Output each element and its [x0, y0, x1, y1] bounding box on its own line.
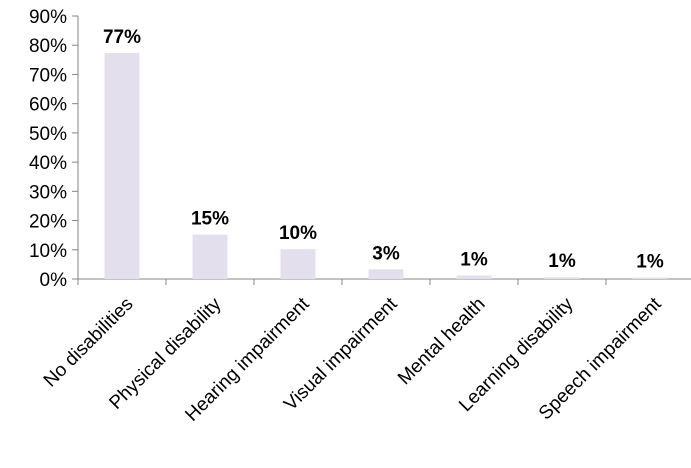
bar [369, 269, 404, 279]
bar [105, 53, 140, 279]
y-tick-label: 0% [40, 270, 68, 291]
bar [193, 235, 228, 279]
data-label: 77% [103, 27, 141, 48]
y-tick-label: 50% [29, 124, 67, 145]
data-labels: 77% 15% 10% 3% 1% 1% 1% [103, 27, 664, 272]
data-label: 1% [460, 249, 488, 270]
y-tick-label: 30% [29, 182, 67, 203]
data-label: 15% [191, 209, 229, 230]
y-tick-label: 40% [29, 153, 67, 174]
y-axis: 0% 10% 20% 30% 40% 50% 60% 70% 80% 90% [29, 7, 78, 291]
x-tick-label: Mental health [394, 294, 490, 390]
y-tick-label: 80% [29, 36, 67, 57]
y-tick-label: 90% [29, 7, 67, 28]
x-tick-label: No disabilities [40, 294, 138, 392]
data-label: 1% [548, 251, 576, 272]
data-label: 10% [279, 223, 317, 244]
bar [633, 278, 668, 279]
bar [281, 249, 316, 279]
y-tick-label: 20% [29, 212, 67, 233]
x-axis [78, 279, 691, 285]
y-tick-label: 10% [29, 241, 67, 262]
bar [545, 277, 580, 279]
data-label: 1% [636, 252, 664, 273]
bar [457, 275, 492, 279]
y-tick-label: 60% [29, 95, 67, 116]
data-label: 3% [372, 243, 400, 264]
y-tick-label: 70% [29, 65, 67, 86]
